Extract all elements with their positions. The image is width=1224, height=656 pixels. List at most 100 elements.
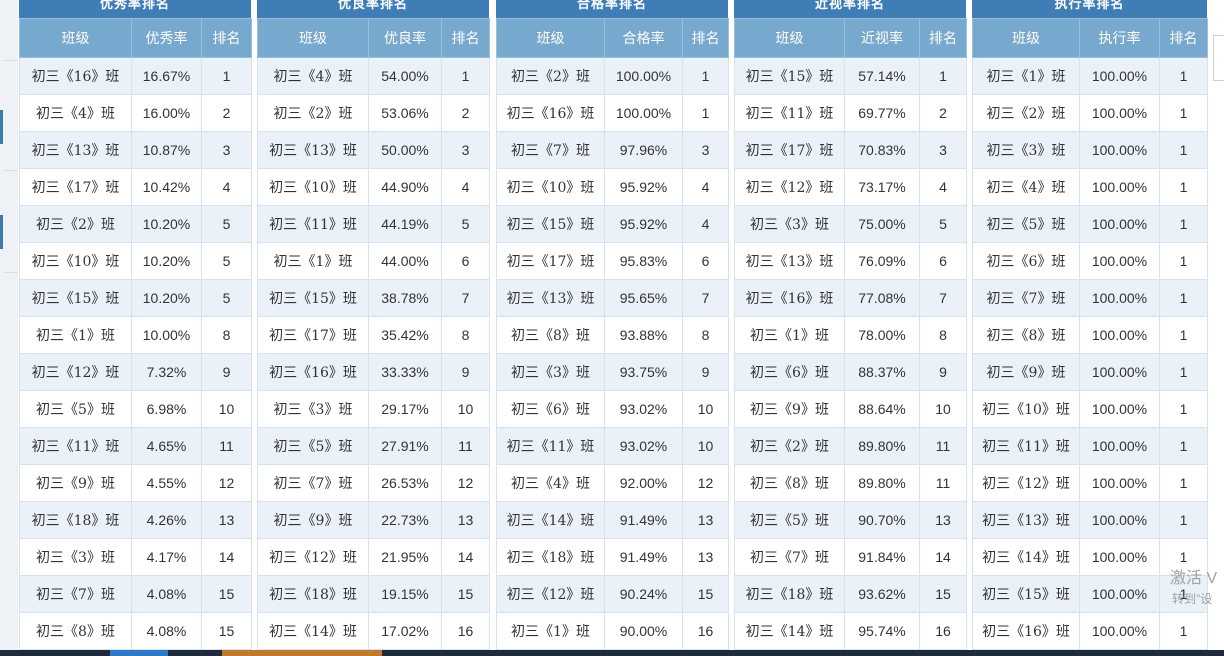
- table-row[interactable]: 初三《12》班 100.00% 1: [972, 464, 1208, 502]
- table-row[interactable]: 初三《16》班 16.67% 1: [19, 57, 252, 95]
- table-row[interactable]: 初三《2》班 53.06% 2: [257, 94, 490, 132]
- table-row[interactable]: 初三《7》班 26.53% 12: [257, 464, 490, 502]
- table-row[interactable]: 初三《18》班 91.49% 13: [496, 538, 729, 576]
- col-header-rank[interactable]: 排名: [441, 18, 490, 58]
- table-row[interactable]: 初三《4》班 100.00% 1: [972, 168, 1208, 206]
- table-row[interactable]: 初三《4》班 92.00% 12: [496, 464, 729, 502]
- rate-cell: 44.19%: [368, 205, 442, 243]
- table-row[interactable]: 初三《8》班 4.08% 15: [19, 612, 252, 650]
- table-row[interactable]: 初三《11》班 93.02% 10: [496, 427, 729, 465]
- table-row[interactable]: 初三《2》班 100.00% 1: [496, 57, 729, 95]
- table-row[interactable]: 初三《3》班 100.00% 1: [972, 131, 1208, 169]
- table-row[interactable]: 初三《18》班 19.15% 15: [257, 575, 490, 613]
- table-row[interactable]: 初三《14》班 17.02% 16: [257, 612, 490, 650]
- table-row[interactable]: 初三《10》班 100.00% 1: [972, 390, 1208, 428]
- col-header-rate[interactable]: 合格率: [604, 18, 683, 58]
- table-row[interactable]: 初三《2》班 89.80% 11: [734, 427, 967, 465]
- table-row[interactable]: 初三《7》班 91.84% 14: [734, 538, 967, 576]
- table-row[interactable]: 初三《11》班 4.65% 11: [19, 427, 252, 465]
- table-row[interactable]: 初三《5》班 100.00% 1: [972, 205, 1208, 243]
- col-header-class[interactable]: 班级: [734, 18, 845, 58]
- col-header-class[interactable]: 班级: [496, 18, 605, 58]
- table-row[interactable]: 初三《5》班 6.98% 10: [19, 390, 252, 428]
- table-row[interactable]: 初三《5》班 27.91% 11: [257, 427, 490, 465]
- table-row[interactable]: 初三《14》班 91.49% 13: [496, 501, 729, 539]
- table-row[interactable]: 初三《15》班 10.20% 5: [19, 279, 252, 317]
- table-row[interactable]: 初三《9》班 100.00% 1: [972, 353, 1208, 391]
- taskbar-item[interactable]: [222, 650, 382, 656]
- table-row[interactable]: 初三《16》班 77.08% 7: [734, 279, 967, 317]
- table-row[interactable]: 初三《14》班 95.74% 16: [734, 612, 967, 650]
- table-row[interactable]: 初三《10》班 95.92% 4: [496, 168, 729, 206]
- table-row[interactable]: 初三《12》班 90.24% 15: [496, 575, 729, 613]
- table-row[interactable]: 初三《16》班 100.00% 1: [496, 94, 729, 132]
- table-row[interactable]: 初三《15》班 95.92% 4: [496, 205, 729, 243]
- table-row[interactable]: 初三《8》班 93.88% 8: [496, 316, 729, 354]
- table-row[interactable]: 初三《12》班 73.17% 4: [734, 168, 967, 206]
- table-row[interactable]: 初三《10》班 44.90% 4: [257, 168, 490, 206]
- table-row[interactable]: 初三《5》班 90.70% 13: [734, 501, 967, 539]
- table-row[interactable]: 初三《13》班 50.00% 3: [257, 131, 490, 169]
- table-row[interactable]: 初三《13》班 95.65% 7: [496, 279, 729, 317]
- table-row[interactable]: 初三《16》班 100.00% 1: [972, 612, 1208, 650]
- table-row[interactable]: 初三《7》班 100.00% 1: [972, 279, 1208, 317]
- col-header-class[interactable]: 班级: [972, 18, 1080, 58]
- table-row[interactable]: 初三《6》班 88.37% 9: [734, 353, 967, 391]
- rate-cell: 100.00%: [1079, 427, 1160, 465]
- table-row[interactable]: 初三《17》班 70.83% 3: [734, 131, 967, 169]
- table-row[interactable]: 初三《4》班 54.00% 1: [257, 57, 490, 95]
- table-row[interactable]: 初三《8》班 100.00% 1: [972, 316, 1208, 354]
- table-row[interactable]: 初三《2》班 10.20% 5: [19, 205, 252, 243]
- table-row[interactable]: 初三《10》班 10.20% 5: [19, 242, 252, 280]
- col-header-rate[interactable]: 优秀率: [131, 18, 202, 58]
- table-row[interactable]: 初三《13》班 10.87% 3: [19, 131, 252, 169]
- table-row[interactable]: 初三《15》班 100.00% 1: [972, 575, 1208, 613]
- table-row[interactable]: 初三《1》班 44.00% 6: [257, 242, 490, 280]
- table-row[interactable]: 初三《3》班 4.17% 14: [19, 538, 252, 576]
- table-row[interactable]: 初三《7》班 97.96% 3: [496, 131, 729, 169]
- table-row[interactable]: 初三《11》班 69.77% 2: [734, 94, 967, 132]
- table-row[interactable]: 初三《15》班 38.78% 7: [257, 279, 490, 317]
- table-row[interactable]: 初三《12》班 21.95% 14: [257, 538, 490, 576]
- table-row[interactable]: 初三《6》班 100.00% 1: [972, 242, 1208, 280]
- table-row[interactable]: 初三《4》班 16.00% 2: [19, 94, 252, 132]
- table-row[interactable]: 初三《12》班 7.32% 9: [19, 353, 252, 391]
- table-row[interactable]: 初三《18》班 4.26% 13: [19, 501, 252, 539]
- table-row[interactable]: 初三《16》班 33.33% 9: [257, 353, 490, 391]
- col-header-rank[interactable]: 排名: [682, 18, 729, 58]
- rank-cell: 14: [201, 538, 252, 576]
- table-row[interactable]: 初三《11》班 44.19% 5: [257, 205, 490, 243]
- table-row[interactable]: 初三《18》班 93.62% 15: [734, 575, 967, 613]
- table-row[interactable]: 初三《8》班 89.80% 11: [734, 464, 967, 502]
- col-header-rank[interactable]: 排名: [919, 18, 967, 58]
- table-row[interactable]: 初三《9》班 88.64% 10: [734, 390, 967, 428]
- table-row[interactable]: 初三《15》班 57.14% 1: [734, 57, 967, 95]
- class-name-cell: 初三《13》班: [19, 131, 132, 169]
- table-row[interactable]: 初三《7》班 4.08% 15: [19, 575, 252, 613]
- col-header-rank[interactable]: 排名: [1159, 18, 1208, 58]
- col-header-rank[interactable]: 排名: [201, 18, 252, 58]
- table-row[interactable]: 初三《17》班 35.42% 8: [257, 316, 490, 354]
- table-row[interactable]: 初三《1》班 78.00% 8: [734, 316, 967, 354]
- col-header-class[interactable]: 班级: [19, 18, 132, 58]
- table-row[interactable]: 初三《3》班 29.17% 10: [257, 390, 490, 428]
- table-row[interactable]: 初三《6》班 93.02% 10: [496, 390, 729, 428]
- table-row[interactable]: 初三《11》班 100.00% 1: [972, 427, 1208, 465]
- table-row[interactable]: 初三《2》班 100.00% 1: [972, 94, 1208, 132]
- table-row[interactable]: 初三《17》班 95.83% 6: [496, 242, 729, 280]
- taskbar-item[interactable]: [110, 650, 168, 656]
- col-header-rate[interactable]: 优良率: [368, 18, 442, 58]
- table-row[interactable]: 初三《17》班 10.42% 4: [19, 168, 252, 206]
- col-header-rate[interactable]: 执行率: [1079, 18, 1160, 58]
- table-row[interactable]: 初三《1》班 10.00% 8: [19, 316, 252, 354]
- table-row[interactable]: 初三《1》班 100.00% 1: [972, 57, 1208, 95]
- table-row[interactable]: 初三《13》班 76.09% 6: [734, 242, 967, 280]
- table-row[interactable]: 初三《3》班 75.00% 5: [734, 205, 967, 243]
- table-row[interactable]: 初三《9》班 4.55% 12: [19, 464, 252, 502]
- table-row[interactable]: 初三《13》班 100.00% 1: [972, 501, 1208, 539]
- table-row[interactable]: 初三《1》班 90.00% 16: [496, 612, 729, 650]
- col-header-rate[interactable]: 近视率: [844, 18, 920, 58]
- col-header-class[interactable]: 班级: [257, 18, 369, 58]
- table-row[interactable]: 初三《3》班 93.75% 9: [496, 353, 729, 391]
- table-row[interactable]: 初三《9》班 22.73% 13: [257, 501, 490, 539]
